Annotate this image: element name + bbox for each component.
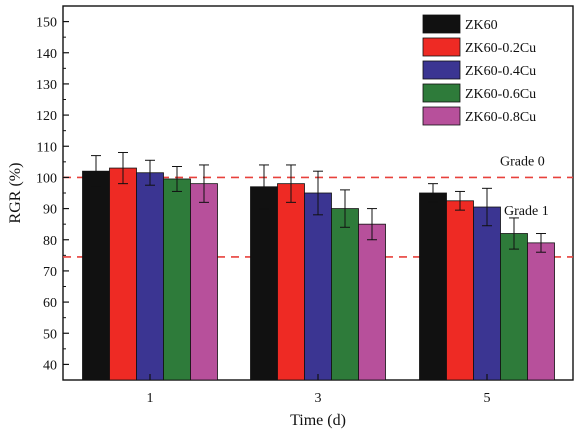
y-tick-label: 100 (36, 171, 57, 186)
bar (446, 200, 474, 381)
x-tick-label: 3 (315, 391, 322, 406)
legend-swatch (422, 106, 461, 126)
reference-line-label: Grade 0 (500, 154, 545, 169)
legend-label: ZK60-0.6Cu (465, 87, 536, 102)
y-tick-label: 120 (36, 109, 57, 124)
legend-swatch (422, 60, 461, 80)
bar (136, 172, 164, 381)
x-tick-label: 5 (484, 391, 491, 406)
y-tick-label: 90 (43, 203, 57, 218)
legend: ZK60 ZK60-0.2Cu ZK60-0.4Cu ZK60-0.6Cu ZK60-0… (422, 14, 536, 126)
legend-swatch (422, 37, 461, 57)
bar (304, 192, 332, 381)
bar (527, 242, 555, 381)
y-tick-label: 130 (36, 78, 57, 93)
x-axis-title: Time (d) (290, 412, 346, 429)
bar (163, 178, 191, 381)
y-tick-label: 40 (43, 358, 57, 373)
x-axis: 1 3 5 (147, 374, 491, 406)
y-tick-label: 50 (43, 327, 57, 342)
bars-group (82, 151, 555, 381)
bar (82, 170, 110, 381)
y-tick-label: 60 (43, 296, 57, 311)
legend-swatch (422, 83, 461, 103)
legend-label: ZK60 (465, 18, 498, 33)
y-tick-label: 110 (37, 140, 57, 155)
reference-line-label: Grade 1 (504, 204, 549, 219)
legend-label: ZK60-0.2Cu (465, 41, 536, 56)
y-axis-title: RGR (%) (7, 163, 24, 224)
bar (358, 223, 386, 381)
bar (419, 192, 447, 381)
bar (277, 183, 305, 381)
bar (331, 208, 359, 381)
legend-label: ZK60-0.8Cu (465, 110, 536, 125)
y-tick-label: 140 (36, 47, 57, 62)
x-tick-label: 1 (147, 391, 154, 406)
bar (250, 186, 278, 381)
y-tick-label: 150 (36, 16, 57, 31)
y-tick-label: 70 (43, 265, 57, 280)
bar (109, 167, 137, 381)
bar (473, 206, 501, 381)
bar (190, 183, 218, 381)
y-axis: 40 50 60 70 80 90 100 110 120 130 140 150 (36, 5, 69, 373)
legend-label: ZK60-0.4Cu (465, 64, 536, 79)
legend-swatch (422, 14, 461, 34)
y-tick-label: 80 (43, 234, 57, 249)
bar (500, 233, 528, 381)
